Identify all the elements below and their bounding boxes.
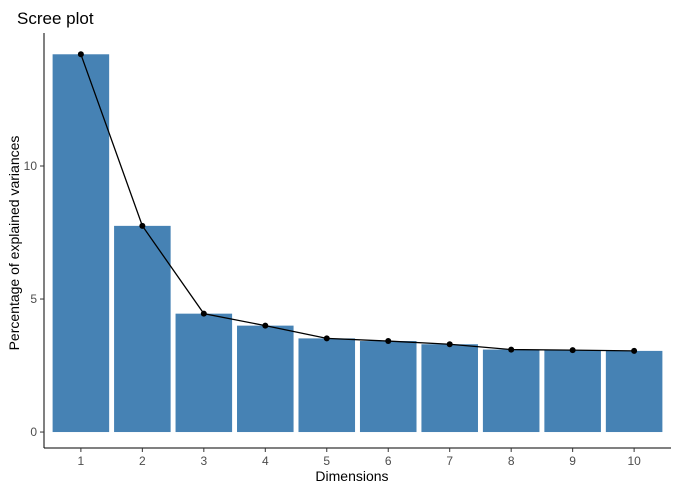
bar-10 xyxy=(605,350,663,433)
point-8 xyxy=(508,346,515,353)
x-tick-label: 7 xyxy=(446,454,453,468)
point-7 xyxy=(446,341,453,348)
point-9 xyxy=(569,347,576,354)
point-10 xyxy=(631,347,638,354)
x-tick-label: 9 xyxy=(569,454,576,468)
point-1 xyxy=(77,51,84,58)
x-tick-label: 2 xyxy=(139,454,146,468)
y-tick-label: 10 xyxy=(24,159,38,173)
x-tick-label: 3 xyxy=(200,454,207,468)
bars-group xyxy=(52,54,663,433)
bar-6 xyxy=(359,341,417,433)
x-tick-label: 1 xyxy=(78,454,85,468)
y-tick-label: 0 xyxy=(30,425,37,439)
bar-4 xyxy=(237,325,294,433)
x-tick-label: 10 xyxy=(627,454,641,468)
x-axis-ticks: 1 2 3 4 5 6 7 8 9 10 xyxy=(78,448,641,468)
bar-9 xyxy=(544,350,601,433)
x-tick-label: 8 xyxy=(508,454,515,468)
x-tick-label: 4 xyxy=(262,454,269,468)
bar-2 xyxy=(114,225,171,433)
y-axis-ticks: 0 5 10 xyxy=(24,159,44,439)
chart-title: Scree plot xyxy=(17,9,94,28)
y-axis-label: Percentage of explained variances xyxy=(6,136,22,351)
bar-5 xyxy=(298,338,356,433)
x-tick-label: 5 xyxy=(323,454,330,468)
point-3 xyxy=(200,310,207,317)
point-6 xyxy=(385,338,392,345)
point-5 xyxy=(323,335,330,342)
variance-line xyxy=(80,54,635,352)
bar-3 xyxy=(175,313,233,433)
y-tick-label: 5 xyxy=(30,292,37,306)
point-4 xyxy=(262,322,269,329)
x-tick-label: 6 xyxy=(385,454,392,468)
bar-8 xyxy=(482,349,540,433)
x-axis-label: Dimensions xyxy=(315,468,388,484)
bar-1 xyxy=(52,54,110,433)
point-2 xyxy=(139,222,146,229)
line-overlay xyxy=(77,51,638,354)
bar-7 xyxy=(421,344,478,433)
